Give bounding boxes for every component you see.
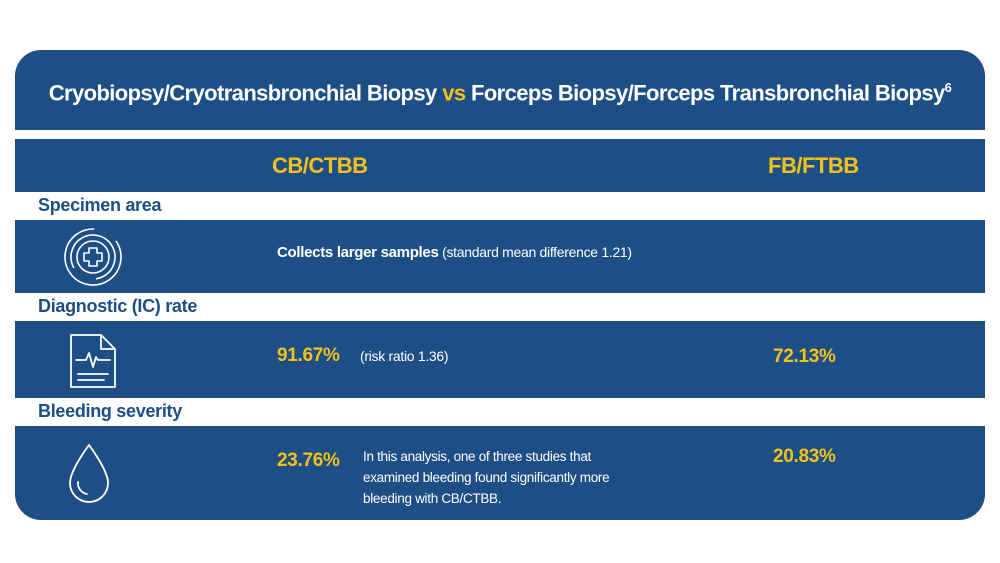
title-part-2: Forceps Biopsy/Forceps Transbronchial Bi… xyxy=(470,80,945,106)
specimen-cb-text: Collects larger samples (standard mean d… xyxy=(277,244,632,261)
bleeding-fb-value: 20.83% xyxy=(773,446,836,467)
specimen-cb-bold: Collects larger samples xyxy=(277,244,439,261)
title-vs: vs xyxy=(442,80,466,106)
title-reference: 6 xyxy=(944,80,952,95)
title-part-1: Cryobiopsy/Cryotransbronchial Biopsy xyxy=(48,80,438,106)
diagnostic-cb-value: 91.67% xyxy=(277,345,340,366)
section-label-diagnostic: Diagnostic (IC) rate xyxy=(38,296,198,316)
label-strip-diagnostic xyxy=(15,293,985,321)
column-header-cb: CB/CTBB xyxy=(272,153,368,178)
label-strip-specimen xyxy=(15,192,985,220)
page-title: Cryobiopsy/Cryotransbronchial Biopsy vs … xyxy=(0,80,1000,106)
comparison-card xyxy=(15,50,985,520)
medical-report-icon xyxy=(70,334,116,388)
bleeding-cb-note: In this analysis, one of three studies t… xyxy=(363,449,610,506)
label-strip-bleeding xyxy=(15,398,985,426)
section-label-specimen: Specimen area xyxy=(38,195,162,215)
diagnostic-fb-value: 72.13% xyxy=(773,346,836,367)
bleeding-cb-value: 23.76% xyxy=(277,450,340,471)
medical-target-icon xyxy=(64,228,122,286)
blood-drop-icon xyxy=(69,444,109,503)
divider xyxy=(15,130,985,139)
section-label-bleeding: Bleeding severity xyxy=(38,401,182,421)
column-header-fb: FB/FTBB xyxy=(768,153,859,178)
specimen-cb-note: (standard mean difference 1.21) xyxy=(442,244,632,260)
diagnostic-cb-note: (risk ratio 1.36) xyxy=(360,348,449,364)
